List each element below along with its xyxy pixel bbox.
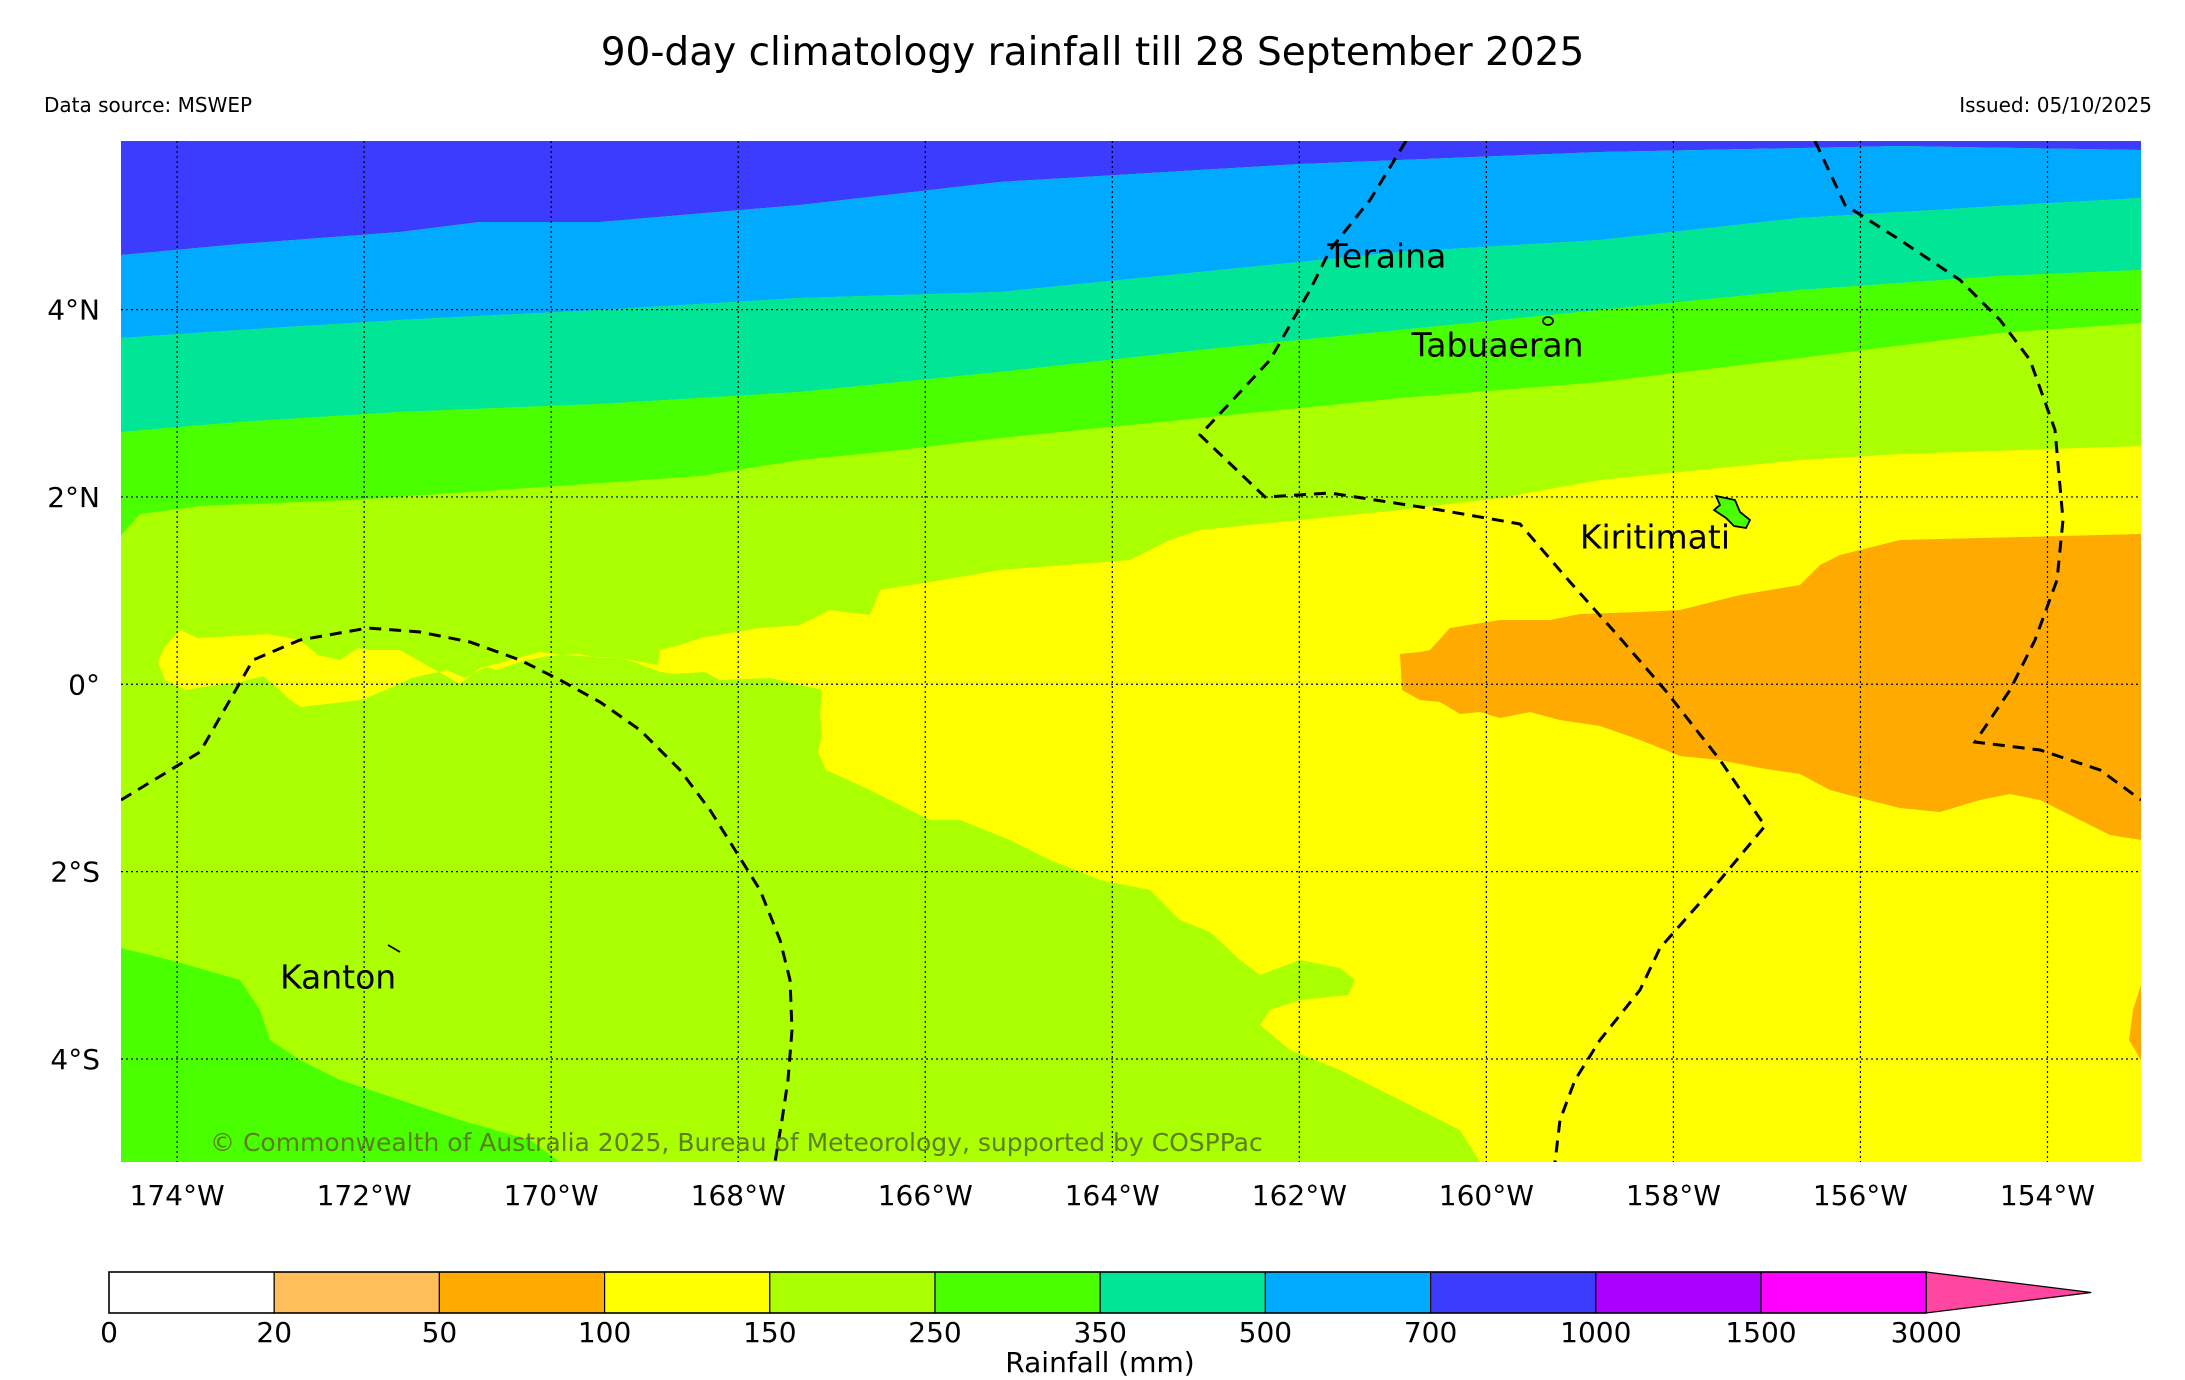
graticule [121, 141, 2141, 1162]
band-250-350 [121, 270, 2141, 535]
longitude-tick-label: 162°W [1252, 1179, 1347, 1212]
band-250-350-south [121, 948, 560, 1162]
colorbar-tick-label: 500 [1239, 1316, 1292, 1349]
longitude-tick-label: 154°W [2000, 1179, 2095, 1212]
eez-boundary-phoenix [121, 626, 794, 1162]
colorbar-tick-label: 150 [743, 1316, 796, 1349]
colorbar: 0 20 50 100 150 250 350 500 700 1000 1500 3000 [100, 1271, 2092, 1349]
band-50-100 [1400, 534, 2141, 840]
islands [387, 316, 1752, 953]
colorbar-tick-label: 250 [908, 1316, 961, 1349]
latitude-tick-label: 2°S [50, 856, 100, 889]
colorbar-segment [273, 1271, 441, 1314]
colorbar-tick-label: 100 [578, 1316, 631, 1349]
colorbar-segment [1760, 1271, 1927, 1314]
place-label-teraina: Teraina [1326, 236, 1446, 275]
place-label-kanton: Kanton [280, 958, 396, 997]
colorbar-segment [108, 1271, 275, 1314]
place-labels: Teraina Tabuaeran Kiritimati Kanton [280, 236, 1730, 996]
band-500-700 [121, 146, 2141, 338]
data-source-label: Data source: MSWEP [44, 93, 253, 117]
colorbar-tick-label: 350 [1073, 1316, 1126, 1349]
place-label-tabuaeran: Tabuaeran [1411, 325, 1584, 364]
longitude-tick-label: 166°W [878, 1179, 973, 1212]
colorbar-segment [1595, 1271, 1762, 1314]
longitude-tick-label: 172°W [317, 1179, 412, 1212]
band-50-100-edge [2129, 985, 2141, 1060]
colorbar-outline [108, 1271, 1927, 1314]
colorbar-segment [769, 1271, 936, 1314]
latitude-tick-label: 4°S [50, 1043, 100, 1076]
longitude-tick-label: 174°W [130, 1179, 225, 1212]
colorbar-tick-label: 1000 [1560, 1316, 1631, 1349]
latitude-tick-label: 0° [68, 668, 100, 701]
longitude-tick-label: 164°W [1065, 1179, 1160, 1212]
eez-boundary-line-islands [1197, 141, 1767, 1162]
colorbar-tick-label: 700 [1404, 1316, 1457, 1349]
copyright-notice: © Commonwealth of Australia 2025, Bureau… [210, 1128, 1263, 1157]
longitude-tick-label: 160°W [1439, 1179, 1534, 1212]
longitude-tick-label: 158°W [1626, 1179, 1721, 1212]
island-kiritimati-outline [1712, 494, 1752, 529]
colorbar-segment [603, 1271, 771, 1314]
longitude-tick-label: 156°W [1813, 1179, 1908, 1212]
colorbar-tick-label: 3000 [1891, 1316, 1962, 1349]
latitude-tick-label: 4°N [47, 294, 100, 327]
place-label-kiritimati: Kiritimati [1580, 517, 1730, 556]
latitude-labels: 4°N 2°N 0° 2°S 4°S [47, 294, 100, 1076]
latitude-tick-label: 2°N [47, 481, 100, 514]
colorbar-tick-label: 1500 [1725, 1316, 1796, 1349]
band-700-1000 [121, 141, 2141, 255]
eez-boundary-east [1813, 141, 2141, 802]
colorbar-segment [1099, 1271, 1266, 1314]
colorbar-tick-label: 20 [256, 1316, 292, 1349]
longitude-tick-label: 170°W [504, 1179, 599, 1212]
colorbar-extend-arrow [1925, 1271, 2092, 1314]
colorbar-tick-label: 50 [422, 1316, 458, 1349]
colorbar-segment [1429, 1271, 1597, 1314]
map-title: 90-day climatology rainfall till 28 Sept… [600, 30, 1585, 75]
island-tabuaeran-outline [1542, 316, 1554, 326]
longitude-labels: 174°W 172°W 170°W 168°W 166°W 164°W 162°W 160°W… [130, 1179, 2096, 1212]
eez-boundaries [121, 141, 2141, 1162]
colorbar-segment [934, 1271, 1101, 1314]
colorbar-tick-label: 0 [100, 1316, 118, 1349]
band-350-500 [121, 198, 2141, 432]
issued-date-label: Issued: 05/10/2025 [1959, 93, 2152, 117]
colorbar-segment [438, 1271, 606, 1314]
colorbar-segment [1264, 1271, 1432, 1314]
island-kanton-outline [387, 944, 401, 953]
rainfall-field [121, 141, 2141, 1162]
longitude-tick-label: 168°W [691, 1179, 786, 1212]
colorbar-title: Rainfall (mm) [1005, 1346, 1194, 1379]
